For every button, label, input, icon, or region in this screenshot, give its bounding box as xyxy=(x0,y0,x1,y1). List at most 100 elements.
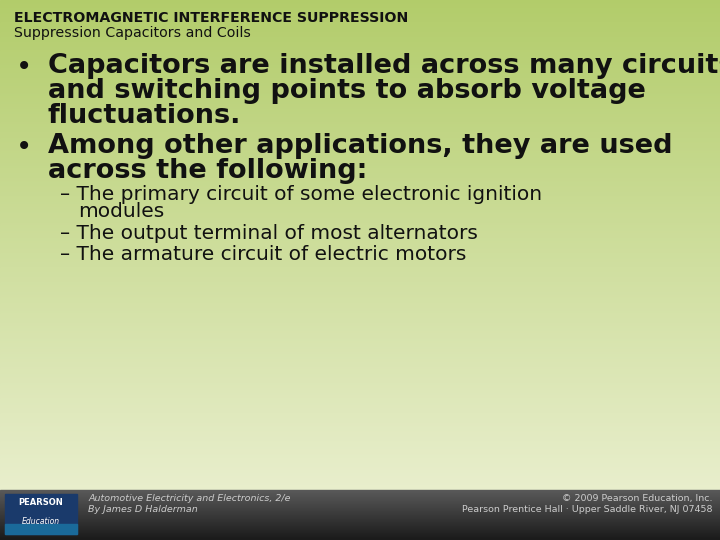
Bar xyxy=(0,380,720,382)
Bar xyxy=(0,452,720,454)
Bar xyxy=(0,295,720,297)
Bar xyxy=(0,116,720,118)
Bar xyxy=(0,328,720,330)
Text: PEARSON: PEARSON xyxy=(19,498,63,507)
Bar xyxy=(0,235,720,237)
Bar xyxy=(0,47,720,49)
Bar xyxy=(0,37,720,39)
Bar xyxy=(0,104,720,106)
Bar xyxy=(0,500,720,501)
Bar xyxy=(0,258,720,260)
Bar xyxy=(0,127,720,129)
Bar xyxy=(0,117,720,119)
Bar xyxy=(0,200,720,202)
Bar xyxy=(0,532,720,534)
Bar xyxy=(0,462,720,464)
Bar xyxy=(0,68,720,70)
Bar xyxy=(0,210,720,212)
Bar xyxy=(0,96,720,98)
Bar xyxy=(0,146,720,148)
Bar xyxy=(0,398,720,400)
Bar xyxy=(0,413,720,415)
Bar xyxy=(0,171,720,173)
Bar xyxy=(0,103,720,105)
Bar xyxy=(0,107,720,110)
Bar xyxy=(0,429,720,431)
Bar xyxy=(0,52,720,54)
Bar xyxy=(0,481,720,483)
Bar xyxy=(0,86,720,88)
Bar xyxy=(0,411,720,413)
Bar xyxy=(0,215,720,217)
Bar xyxy=(0,204,720,206)
Bar xyxy=(0,490,720,492)
Bar xyxy=(0,357,720,359)
Bar xyxy=(0,534,720,535)
Bar xyxy=(0,329,720,332)
Bar xyxy=(0,320,720,322)
Bar xyxy=(0,385,720,387)
Bar xyxy=(0,84,720,86)
Bar xyxy=(0,302,720,304)
Bar xyxy=(0,245,720,247)
Bar xyxy=(0,57,720,59)
Bar xyxy=(0,473,720,475)
Bar xyxy=(0,504,720,506)
Bar xyxy=(0,165,720,167)
Bar xyxy=(0,42,720,44)
Bar xyxy=(0,168,720,170)
Bar xyxy=(0,264,720,266)
Bar xyxy=(0,4,720,6)
Bar xyxy=(0,339,720,341)
Bar xyxy=(0,122,720,124)
Text: – The primary circuit of some electronic ignition: – The primary circuit of some electronic… xyxy=(60,185,542,204)
Bar xyxy=(0,178,720,180)
Bar xyxy=(0,243,720,245)
Bar xyxy=(0,409,720,411)
Bar xyxy=(0,361,720,362)
Bar xyxy=(0,416,720,418)
Bar xyxy=(0,523,720,524)
Bar xyxy=(0,101,720,103)
Bar xyxy=(0,483,720,485)
Bar xyxy=(0,65,720,67)
Bar xyxy=(0,45,720,48)
Text: ELECTROMAGNETIC INTERFERENCE SUPPRESSION: ELECTROMAGNETIC INTERFERENCE SUPPRESSION xyxy=(14,11,408,25)
Bar xyxy=(0,221,720,224)
Bar xyxy=(0,421,720,423)
Bar xyxy=(0,375,720,377)
Bar xyxy=(0,145,720,147)
Bar xyxy=(0,76,720,78)
Bar xyxy=(0,232,720,234)
Bar xyxy=(0,514,720,515)
Text: modules: modules xyxy=(78,202,164,221)
Bar xyxy=(0,310,720,312)
Bar xyxy=(0,531,720,533)
Bar xyxy=(0,525,720,527)
Bar xyxy=(0,475,720,477)
Bar xyxy=(0,530,720,532)
Bar xyxy=(0,14,720,16)
Bar xyxy=(0,3,720,5)
Text: Pearson Prentice Hall · Upper Saddle River, NJ 07458: Pearson Prentice Hall · Upper Saddle Riv… xyxy=(462,505,712,514)
Bar xyxy=(0,369,720,371)
Bar xyxy=(0,297,720,299)
Bar xyxy=(0,491,720,493)
Text: •: • xyxy=(16,53,32,81)
Bar xyxy=(0,223,720,225)
Bar xyxy=(0,81,720,83)
Bar xyxy=(0,173,720,175)
Bar xyxy=(0,530,720,531)
Text: and switching points to absorb voltage: and switching points to absorb voltage xyxy=(48,78,646,104)
Bar xyxy=(0,379,720,381)
Bar xyxy=(0,55,720,57)
Bar xyxy=(0,137,720,139)
Bar xyxy=(0,372,720,374)
Bar xyxy=(0,305,720,307)
Text: Automotive Electricity and Electronics, 2/e: Automotive Electricity and Electronics, … xyxy=(88,494,290,503)
Bar xyxy=(0,179,720,181)
Bar xyxy=(0,484,720,487)
Bar xyxy=(0,285,720,287)
Bar xyxy=(0,336,720,338)
Bar xyxy=(0,240,720,242)
